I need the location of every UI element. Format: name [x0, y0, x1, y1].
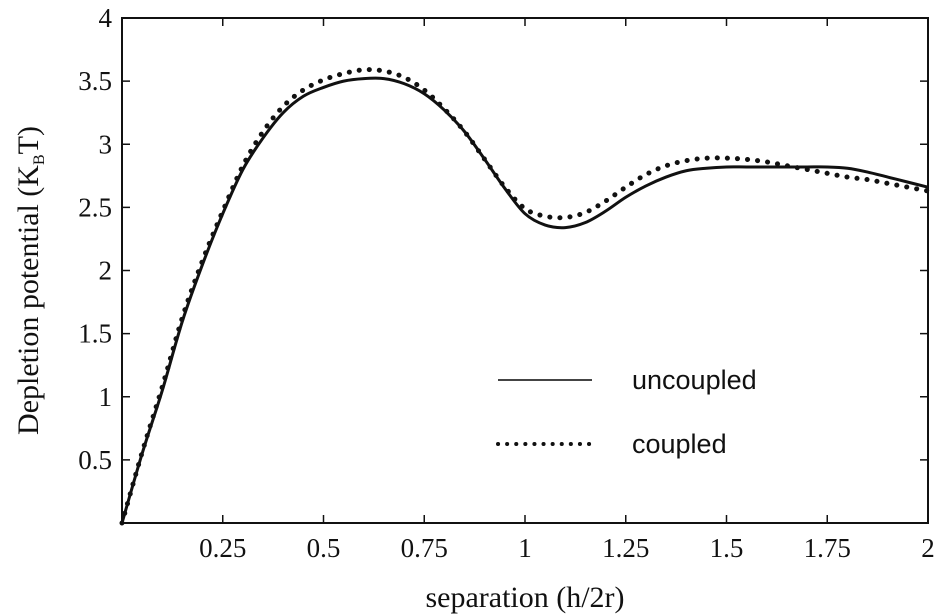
y-axis-title-subscript: B: [31, 154, 48, 165]
x-tick-label: 0.75: [401, 533, 448, 563]
y-tick-label: 2.5: [78, 192, 112, 222]
x-tick-label: 1.75: [804, 533, 851, 563]
y-axis-title-main: Depletion potential (K: [12, 165, 45, 435]
x-tick-label: 1: [518, 533, 532, 563]
y-tick-label: 3: [99, 129, 113, 159]
legend: uncoupled coupled: [496, 365, 757, 459]
series-line-coupled: [119, 67, 931, 526]
x-tick-label: 1.25: [602, 533, 649, 563]
legend-label-coupled: coupled: [632, 429, 727, 459]
x-tick-label: 2: [921, 533, 935, 563]
y-tick-label: 4: [99, 3, 113, 33]
series-line-uncoupled: [120, 76, 929, 524]
y-tick-label: 3.5: [78, 66, 112, 96]
x-tick-label: 1.5: [710, 533, 744, 563]
y-axis-title-end: T): [12, 126, 45, 154]
y-axis-title: Depletion potential (KBT): [12, 126, 48, 435]
legend-label-uncoupled: uncoupled: [632, 365, 757, 395]
x-tick-label: 0.5: [307, 533, 341, 563]
y-tick-label: 2: [99, 256, 113, 286]
plot-marks-layer: [119, 67, 931, 526]
y-tick-label: 0.5: [78, 445, 112, 475]
x-tick-label: 0.25: [199, 533, 246, 563]
plot-frame: [121, 17, 929, 524]
x-axis-title: separation (h/2r): [425, 581, 624, 614]
tick-layer: 0.25 0.5 0.75 1 1.25 1.5 1.75 2 0.5 1 1.5 2 2.5 3 3.5 4: [78, 3, 935, 563]
y-tick-label: 1: [99, 382, 113, 412]
y-tick-label: 1.5: [78, 319, 112, 349]
